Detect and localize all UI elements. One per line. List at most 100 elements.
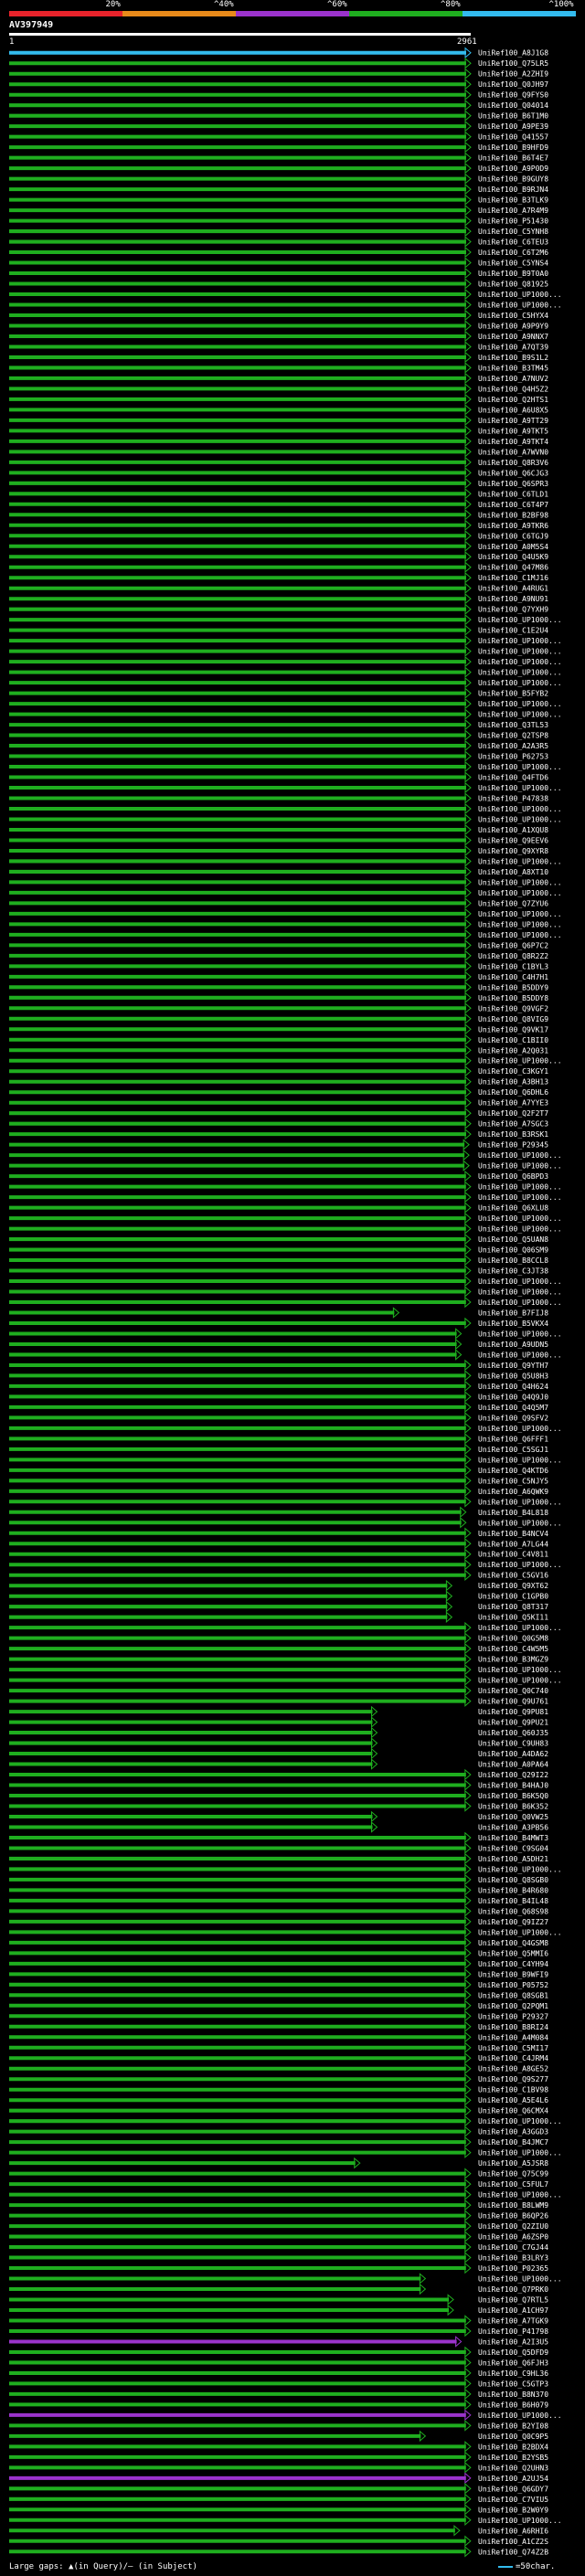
hit-label[interactable]: UniRef100_Q9XYR8 (478, 847, 548, 855)
hit-label[interactable]: UniRef100_A1CZ2S (478, 2538, 548, 2546)
hit-label[interactable]: UniRef100_C1E2U4 (478, 627, 548, 635)
hit-label[interactable]: UniRef100_UP1000... (478, 763, 562, 771)
hit-label[interactable]: UniRef100_B9WFI9 (478, 1970, 548, 1978)
hit-label[interactable]: UniRef100_B8LWM9 (478, 2201, 548, 2210)
hit-label[interactable]: UniRef100_B3MGZ9 (478, 1656, 548, 1664)
hit-label[interactable]: UniRef100_UP1000... (478, 1288, 562, 1297)
hit-label[interactable]: UniRef100_P47838 (478, 795, 548, 803)
hit-label[interactable]: UniRef100_UP1000... (478, 1519, 562, 1527)
hit-label[interactable]: UniRef100_B2BF98 (478, 511, 548, 519)
hit-label[interactable]: UniRef100_C5FUL7 (478, 2180, 548, 2189)
hit-label[interactable]: UniRef100_C6TLD1 (478, 490, 548, 498)
hit-label[interactable]: UniRef100_B9RJN4 (478, 186, 548, 194)
hit-label[interactable]: UniRef100_Q9EEV6 (478, 836, 548, 844)
hit-label[interactable]: UniRef100_UP1000... (478, 1162, 562, 1171)
hit-label[interactable]: UniRef100_Q8SGB0 (478, 1876, 548, 1884)
hit-label[interactable]: UniRef100_UP1000... (478, 1225, 562, 1234)
hit-label[interactable]: UniRef100_P29345 (478, 1141, 548, 1150)
hit-label[interactable]: UniRef100_B4MWT3 (478, 1834, 548, 1842)
hit-label[interactable]: UniRef100_A9P9Y9 (478, 322, 548, 330)
hit-label[interactable]: UniRef100_C9UH83 (478, 1740, 548, 1748)
hit-label[interactable]: UniRef100_UP1000... (478, 2412, 562, 2420)
hit-label[interactable]: UniRef100_B3TLK9 (478, 196, 548, 205)
hit-label[interactable]: UniRef100_A2I3U5 (478, 2337, 548, 2346)
hit-label[interactable]: UniRef100_Q68S98 (478, 1907, 548, 1915)
hit-label[interactable]: UniRef100_B9T0A0 (478, 270, 548, 278)
hit-label[interactable]: UniRef100_UP1000... (478, 700, 562, 708)
hit-label[interactable]: UniRef100_Q0C9P5 (478, 2433, 548, 2441)
hit-label[interactable]: UniRef100_B2YSB5 (478, 2454, 548, 2462)
hit-label[interactable]: UniRef100_Q3TL53 (478, 721, 548, 729)
hit-label[interactable]: UniRef100_UP1000... (478, 1865, 562, 1873)
hit-label[interactable]: UniRef100_A6QWK9 (478, 1488, 548, 1496)
hit-label[interactable]: UniRef100_Q0G5M8 (478, 1635, 548, 1643)
hit-label[interactable]: UniRef100_Q9FYS0 (478, 91, 548, 100)
hit-label[interactable]: UniRef100_Q2UHN3 (478, 2464, 548, 2472)
hit-label[interactable]: UniRef100_Q9PU21 (478, 1719, 548, 1727)
hit-label[interactable]: UniRef100_Q9VGF2 (478, 1004, 548, 1012)
hit-label[interactable]: UniRef100_Q2PQM1 (478, 2002, 548, 2010)
hit-label[interactable]: UniRef100_Q4Q5M7 (478, 1404, 548, 1412)
hit-label[interactable]: UniRef100_UP1000... (478, 2275, 562, 2284)
hit-label[interactable]: UniRef100_Q75C99 (478, 2170, 548, 2178)
hit-label[interactable]: UniRef100_A8J1G8 (478, 49, 548, 58)
hit-label[interactable]: UniRef100_C5YNS4 (478, 260, 548, 268)
hit-label[interactable]: UniRef100_UP1000... (478, 931, 562, 939)
hit-label[interactable]: UniRef100_UP1000... (478, 1624, 562, 1632)
hit-label[interactable]: UniRef100_Q06SM9 (478, 1246, 548, 1255)
hit-label[interactable]: UniRef100_Q0VW25 (478, 1813, 548, 1821)
hit-label[interactable]: UniRef100_Q7RTL5 (478, 2296, 548, 2305)
hit-label[interactable]: UniRef100_Q75LR5 (478, 59, 548, 68)
hit-label[interactable]: UniRef100_C5NJY5 (478, 1477, 548, 1485)
hit-label[interactable]: UniRef100_Q2ZIU0 (478, 2222, 548, 2231)
hit-label[interactable]: UniRef100_A7WVN0 (478, 448, 548, 456)
hit-label[interactable]: UniRef100_Q4GSM8 (478, 1939, 548, 1947)
hit-label[interactable]: UniRef100_C6T4P7 (478, 501, 548, 509)
hit-label[interactable]: UniRef100_Q6XLU8 (478, 1204, 548, 1213)
hit-label[interactable]: UniRef100_C6T2M6 (478, 249, 548, 257)
hit-label[interactable]: UniRef100_C9SG04 (478, 1844, 548, 1852)
hit-label[interactable]: UniRef100_Q60J35 (478, 1729, 548, 1737)
hit-label[interactable]: UniRef100_Q5KI11 (478, 1614, 548, 1622)
hit-label[interactable]: UniRef100_UP1000... (478, 616, 562, 624)
hit-label[interactable]: UniRef100_Q04014 (478, 101, 548, 110)
hit-label[interactable]: UniRef100_Q5DFD9 (478, 2348, 548, 2357)
hit-label[interactable]: UniRef100_A7SGC3 (478, 1120, 548, 1129)
hit-label[interactable]: UniRef100_A3PB56 (478, 1823, 548, 1831)
hit-label[interactable]: UniRef100_P62753 (478, 753, 548, 761)
hit-label[interactable]: UniRef100_UP1000... (478, 2191, 562, 2200)
hit-label[interactable]: UniRef100_Q7YXH9 (478, 606, 548, 614)
hit-label[interactable]: UniRef100_C4W5M5 (478, 1645, 548, 1653)
hit-label[interactable]: UniRef100_Q47M86 (478, 564, 548, 572)
hit-label[interactable]: UniRef100_Q9U761 (478, 1698, 548, 1706)
hit-label[interactable]: UniRef100_B9GUY8 (478, 175, 548, 184)
hit-label[interactable]: UniRef100_A6ZSP0 (478, 2233, 548, 2242)
hit-label[interactable]: UniRef100_Q7PRK0 (478, 2285, 548, 2294)
hit-label[interactable]: UniRef100_A0M5S4 (478, 543, 548, 551)
hit-label[interactable]: UniRef100_P41798 (478, 2327, 548, 2336)
hit-label[interactable]: UniRef100_UP1000... (478, 1151, 562, 1160)
hit-label[interactable]: UniRef100_B6H079 (478, 2401, 548, 2409)
hit-label[interactable]: UniRef100_C5GV16 (478, 1572, 548, 1580)
hit-label[interactable]: UniRef100_Q4KTD6 (478, 1467, 548, 1475)
hit-label[interactable]: UniRef100_UP1000... (478, 1928, 562, 1936)
hit-label[interactable]: UniRef100_B5DDY9 (478, 983, 548, 991)
hit-label[interactable]: UniRef100_UP1000... (478, 1057, 562, 1065)
hit-label[interactable]: UniRef100_UP1000... (478, 301, 562, 309)
hit-label[interactable]: UniRef100_B3LRY3 (478, 2254, 548, 2263)
hit-label[interactable]: UniRef100_UP1000... (478, 1193, 562, 1202)
hit-label[interactable]: UniRef100_A2A3R5 (478, 742, 548, 750)
hit-label[interactable]: UniRef100_A9UDN5 (478, 1341, 548, 1349)
hit-label[interactable]: UniRef100_Q74Z2B (478, 2548, 548, 2556)
hit-label[interactable]: UniRef100_Q9VK17 (478, 1025, 548, 1034)
hit-label[interactable]: UniRef100_Q6DHL6 (478, 1088, 548, 1097)
hit-label[interactable]: UniRef100_C1GPB0 (478, 1593, 548, 1601)
hit-label[interactable]: UniRef100_C5YNH8 (478, 228, 548, 236)
hit-label[interactable]: UniRef100_UP1000... (478, 1330, 562, 1338)
hit-label[interactable]: UniRef100_A2UJ54 (478, 2475, 548, 2483)
hit-label[interactable]: UniRef100_UP1000... (478, 878, 562, 886)
hit-label[interactable]: UniRef100_UP1000... (478, 805, 562, 813)
hit-label[interactable]: UniRef100_B5DDY8 (478, 994, 548, 1002)
hit-label[interactable]: UniRef100_C5MI17 (478, 2044, 548, 2052)
hit-label[interactable]: UniRef100_B2YI08 (478, 2422, 548, 2430)
